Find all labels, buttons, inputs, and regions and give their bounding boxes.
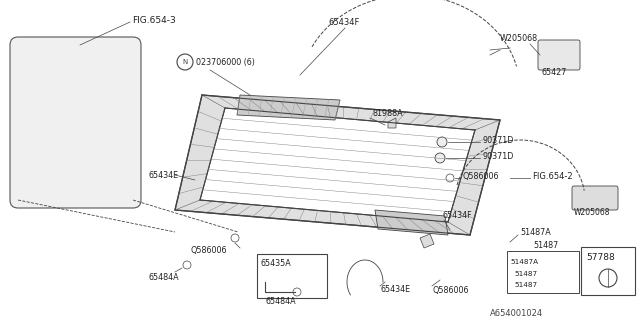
Text: 90371D: 90371D: [482, 151, 513, 161]
FancyBboxPatch shape: [572, 186, 618, 210]
Text: 65434F: 65434F: [442, 211, 472, 220]
Text: 023706000 (6): 023706000 (6): [196, 58, 255, 67]
Text: W205068: W205068: [574, 207, 611, 217]
Text: 65435A: 65435A: [260, 260, 291, 268]
Circle shape: [183, 261, 191, 269]
Polygon shape: [388, 118, 396, 128]
Circle shape: [293, 288, 301, 296]
Text: Q586006: Q586006: [432, 285, 468, 294]
Circle shape: [177, 54, 193, 70]
Text: FIG.654-2: FIG.654-2: [532, 172, 573, 180]
Text: 51487A: 51487A: [510, 259, 538, 265]
Text: 81988A: 81988A: [372, 108, 403, 117]
FancyBboxPatch shape: [507, 251, 579, 293]
Text: 65434F: 65434F: [328, 18, 360, 27]
Polygon shape: [375, 210, 448, 235]
Circle shape: [231, 234, 239, 242]
Circle shape: [437, 137, 447, 147]
Text: 65434E: 65434E: [380, 285, 410, 294]
Text: Q586006: Q586006: [190, 245, 227, 254]
Text: 51487: 51487: [533, 241, 558, 250]
Text: N: N: [182, 59, 188, 65]
Text: 65427: 65427: [542, 68, 568, 76]
Text: Q586006: Q586006: [462, 172, 499, 180]
Text: 65434E: 65434E: [148, 171, 178, 180]
Text: 65484A: 65484A: [265, 298, 296, 307]
Text: A654001024: A654001024: [490, 309, 543, 318]
Polygon shape: [420, 234, 434, 248]
Circle shape: [435, 153, 445, 163]
Text: 65484A: 65484A: [148, 274, 179, 283]
Text: 51487: 51487: [514, 271, 537, 277]
FancyBboxPatch shape: [257, 254, 327, 298]
Circle shape: [446, 174, 454, 182]
FancyBboxPatch shape: [538, 40, 580, 70]
Text: W205068: W205068: [500, 34, 538, 43]
Text: 57788: 57788: [586, 253, 615, 262]
Polygon shape: [175, 95, 500, 235]
Text: 51487: 51487: [514, 282, 537, 288]
Circle shape: [599, 269, 617, 287]
FancyBboxPatch shape: [10, 37, 141, 208]
Polygon shape: [200, 108, 475, 222]
Polygon shape: [237, 95, 340, 120]
Text: 51487A: 51487A: [520, 228, 551, 236]
Text: FIG.654-3: FIG.654-3: [132, 15, 176, 25]
FancyBboxPatch shape: [581, 247, 635, 295]
Text: 90371D: 90371D: [482, 135, 513, 145]
